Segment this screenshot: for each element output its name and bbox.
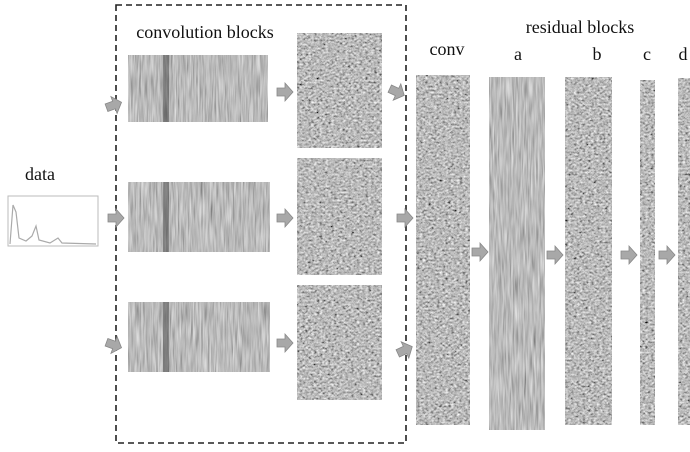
feature-map — [489, 77, 545, 430]
feature-map — [640, 80, 655, 425]
feature-map — [297, 33, 382, 148]
feature-map — [678, 78, 690, 425]
block-label: c — [643, 44, 651, 64]
feature-stripe — [163, 302, 169, 372]
feature-stripe — [163, 182, 169, 252]
feature-map — [128, 55, 268, 122]
feature-map — [297, 285, 382, 400]
diagram: data convolution blocks conv residual bl… — [0, 0, 690, 447]
conv-label: conv — [430, 39, 465, 59]
feature-map — [128, 182, 270, 252]
feature-map — [416, 75, 470, 425]
group-title: convolution blocks — [136, 22, 274, 42]
feature-map — [565, 77, 612, 425]
conv-maps-2 — [297, 33, 382, 400]
feature-map — [297, 158, 382, 275]
feature-map — [128, 302, 270, 372]
data-label: data — [25, 164, 55, 184]
residual-title: residual blocks — [526, 17, 634, 37]
feature-stripe — [163, 55, 169, 122]
block-label: b — [593, 44, 602, 64]
block-label: a — [514, 44, 522, 64]
block-label: d — [679, 44, 688, 64]
conv-maps-1 — [128, 55, 270, 372]
